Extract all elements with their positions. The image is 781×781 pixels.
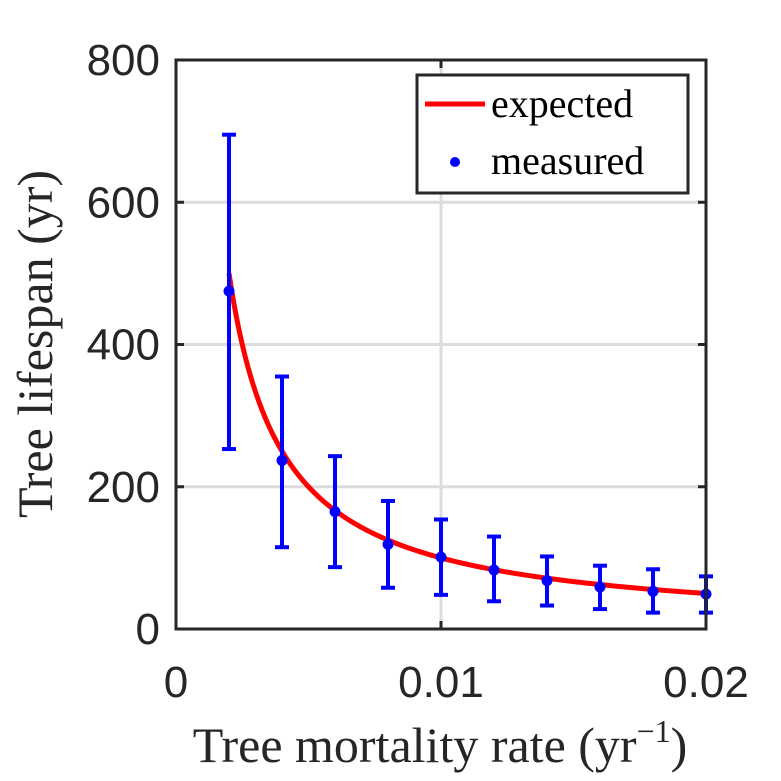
measured-point-group xyxy=(487,534,501,604)
measured-point-group xyxy=(275,374,289,550)
measured-point xyxy=(647,585,659,597)
legend: expected measured xyxy=(415,73,690,195)
measured-point xyxy=(329,506,341,518)
measured-point-group xyxy=(540,554,554,608)
measured-point-group xyxy=(434,517,448,597)
x-tick-label: 0.01 xyxy=(398,658,484,707)
measured-point xyxy=(382,538,394,550)
measured-point xyxy=(276,454,288,466)
expected-curve-layer xyxy=(226,272,707,596)
measured-point xyxy=(594,581,606,593)
measured-point-group xyxy=(328,454,342,570)
legend-expected-label: expected xyxy=(491,81,633,126)
legend-measured-label: measured xyxy=(491,138,644,183)
y-tick-label: 0 xyxy=(136,605,160,654)
y-tick-label: 600 xyxy=(87,178,160,227)
measured-point-group xyxy=(222,132,236,452)
measured-point xyxy=(435,551,447,563)
y-axis-label: Tree lifespan (yr) xyxy=(7,170,63,518)
x-tick-label: 0 xyxy=(164,658,188,707)
measured-point xyxy=(541,575,553,587)
y-tick-label: 200 xyxy=(87,463,160,512)
measured-point-group xyxy=(381,498,395,590)
y-tick-label: 800 xyxy=(87,36,160,85)
axis-ticks xyxy=(174,58,708,631)
measured-point-group xyxy=(646,567,660,615)
tick-labels: 0 0.01 0.02 0 200 400 600 800 xyxy=(87,36,749,707)
legend-measured-marker xyxy=(450,157,460,167)
x-axis-label: Tree mortality rate (yr−1) xyxy=(193,713,688,773)
measured-point xyxy=(488,564,500,576)
expected-curve xyxy=(226,272,707,596)
x-tick-label: 0.02 xyxy=(663,658,749,707)
legend-box xyxy=(415,73,690,195)
measured-point-group xyxy=(593,563,607,612)
measured-point xyxy=(223,285,235,297)
y-tick-label: 400 xyxy=(87,321,160,370)
